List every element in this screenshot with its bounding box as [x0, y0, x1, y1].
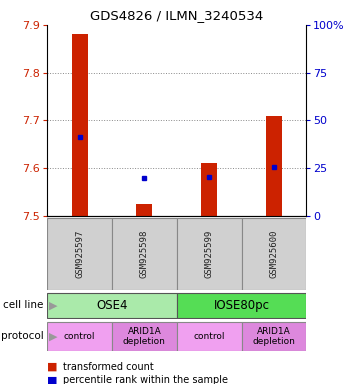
- Text: ARID1A
depletion: ARID1A depletion: [123, 327, 166, 346]
- Text: GSM925597: GSM925597: [75, 229, 84, 278]
- Text: ▶: ▶: [49, 331, 57, 341]
- Bar: [47, 293, 177, 318]
- Text: GSM925600: GSM925600: [270, 229, 278, 278]
- Bar: [241, 217, 306, 290]
- Text: cell line: cell line: [4, 300, 44, 310]
- Text: IOSE80pc: IOSE80pc: [214, 299, 270, 312]
- Text: ▶: ▶: [49, 300, 57, 310]
- Bar: [177, 217, 242, 290]
- Text: protocol: protocol: [1, 331, 44, 341]
- Bar: [177, 322, 242, 351]
- Text: percentile rank within the sample: percentile rank within the sample: [63, 375, 228, 384]
- Text: control: control: [193, 332, 225, 341]
- Text: GSM925599: GSM925599: [205, 229, 214, 278]
- Bar: [136, 204, 153, 215]
- Bar: [241, 322, 306, 351]
- Bar: [266, 116, 282, 215]
- Text: GSM925598: GSM925598: [140, 229, 149, 278]
- Bar: [47, 217, 112, 290]
- Bar: [71, 35, 88, 215]
- Text: control: control: [64, 332, 95, 341]
- Title: GDS4826 / ILMN_3240534: GDS4826 / ILMN_3240534: [90, 9, 263, 22]
- Text: ■: ■: [47, 375, 58, 384]
- Bar: [201, 163, 217, 215]
- Bar: [112, 217, 177, 290]
- Bar: [112, 322, 177, 351]
- Text: OSE4: OSE4: [96, 299, 128, 312]
- Bar: [47, 322, 112, 351]
- Bar: [177, 293, 306, 318]
- Text: transformed count: transformed count: [63, 362, 154, 372]
- Text: ■: ■: [47, 362, 58, 372]
- Text: ARID1A
depletion: ARID1A depletion: [252, 327, 295, 346]
